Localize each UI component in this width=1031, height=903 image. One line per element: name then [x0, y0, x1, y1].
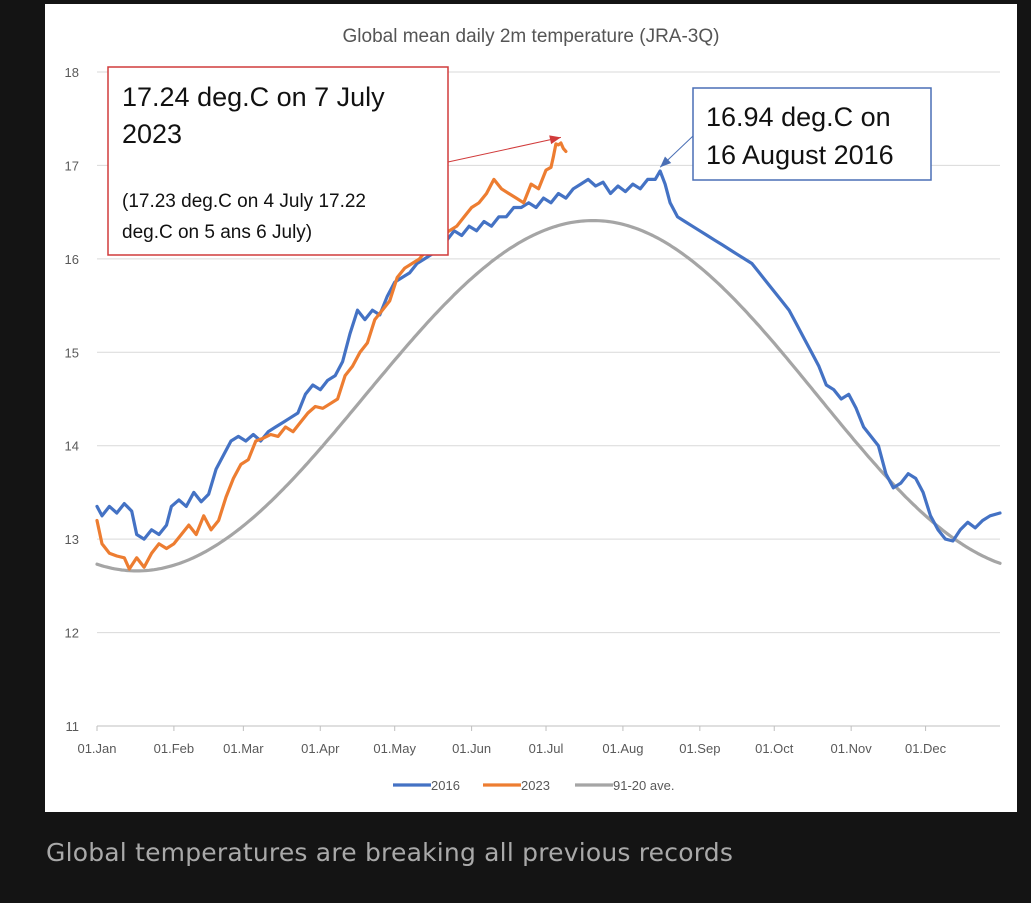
axes: 11 12 13 14 15 16 17 18 01.Jan 01.Feb 01.Mar 01.Apr…: [65, 65, 947, 756]
temperature-chart: Global mean daily 2m temperature (JRA-3Q…: [65, 26, 1002, 793]
y-tick-label: 15: [65, 345, 79, 360]
annotation-record-2016: 16.94 deg.C on 16 August 2016: [659, 87, 932, 181]
annotation-box: [692, 87, 932, 181]
y-tick-label: 12: [65, 626, 79, 641]
x-tick-label: 01.Feb: [154, 741, 194, 756]
y-tick-label: 18: [65, 65, 79, 80]
series-line-1: [95, 169, 1002, 543]
annotation-text-line: 2023: [122, 119, 182, 149]
annotation-text-line: 17.24 deg.C on 7 July: [122, 82, 385, 112]
x-tick-label: 01.Aug: [602, 741, 643, 756]
x-tick-label: 01.Dec: [905, 741, 947, 756]
annotation-subtext-line: deg.C on 5 ans 6 July): [122, 222, 312, 243]
chart-title: Global mean daily 2m temperature (JRA-3Q…: [343, 26, 720, 47]
x-tick-label: 01.Jan: [77, 741, 116, 756]
x-tick-label: 01.Jul: [529, 741, 564, 756]
annotations: 17.24 deg.C on 7 July 2023 (17.23 deg.C on…: [107, 66, 932, 256]
x-tick-label: 01.Jun: [452, 741, 491, 756]
annotation-record-2023: 17.24 deg.C on 7 July 2023 (17.23 deg.C on…: [107, 66, 562, 256]
annotation-subtext-line: (17.23 deg.C on 4 July 17.22: [122, 191, 366, 212]
x-tick-label: 01.Oct: [755, 741, 794, 756]
y-tick-label: 11: [66, 719, 80, 734]
y-tick-label: 13: [65, 532, 79, 547]
y-tick-label: 14: [65, 439, 79, 454]
x-tick-label: 01.Mar: [223, 741, 264, 756]
x-tick-label: 01.Sep: [679, 741, 720, 756]
annotation-arrow: [447, 136, 562, 163]
legend-label-1: 2016: [431, 778, 460, 793]
annotation-text-line: 16 August 2016: [706, 140, 894, 170]
series-line-3: [95, 219, 1002, 573]
series: [95, 141, 1002, 573]
legend-label-2: 2023: [521, 778, 550, 793]
annotation-box: [107, 66, 449, 256]
series-line-2: [95, 141, 568, 571]
image-caption: Global temperatures are breaking all pre…: [46, 838, 734, 867]
y-tick-label: 17: [65, 158, 79, 173]
legend: 2016 2023 91-20 ave.: [393, 778, 674, 793]
legend-label-3: 91-20 ave.: [613, 778, 674, 793]
annotation-arrowhead: [660, 156, 672, 168]
annotation-text-line: 16.94 deg.C on: [706, 102, 891, 132]
annotation-arrowhead: [549, 135, 561, 145]
x-tick-label: 01.Nov: [831, 741, 873, 756]
y-tick-label: 16: [65, 252, 79, 267]
x-tick-label: 01.May: [373, 741, 416, 756]
x-tick-label: 01.Apr: [301, 741, 340, 756]
chart-panel: Global mean daily 2m temperature (JRA-3Q…: [45, 4, 1017, 812]
